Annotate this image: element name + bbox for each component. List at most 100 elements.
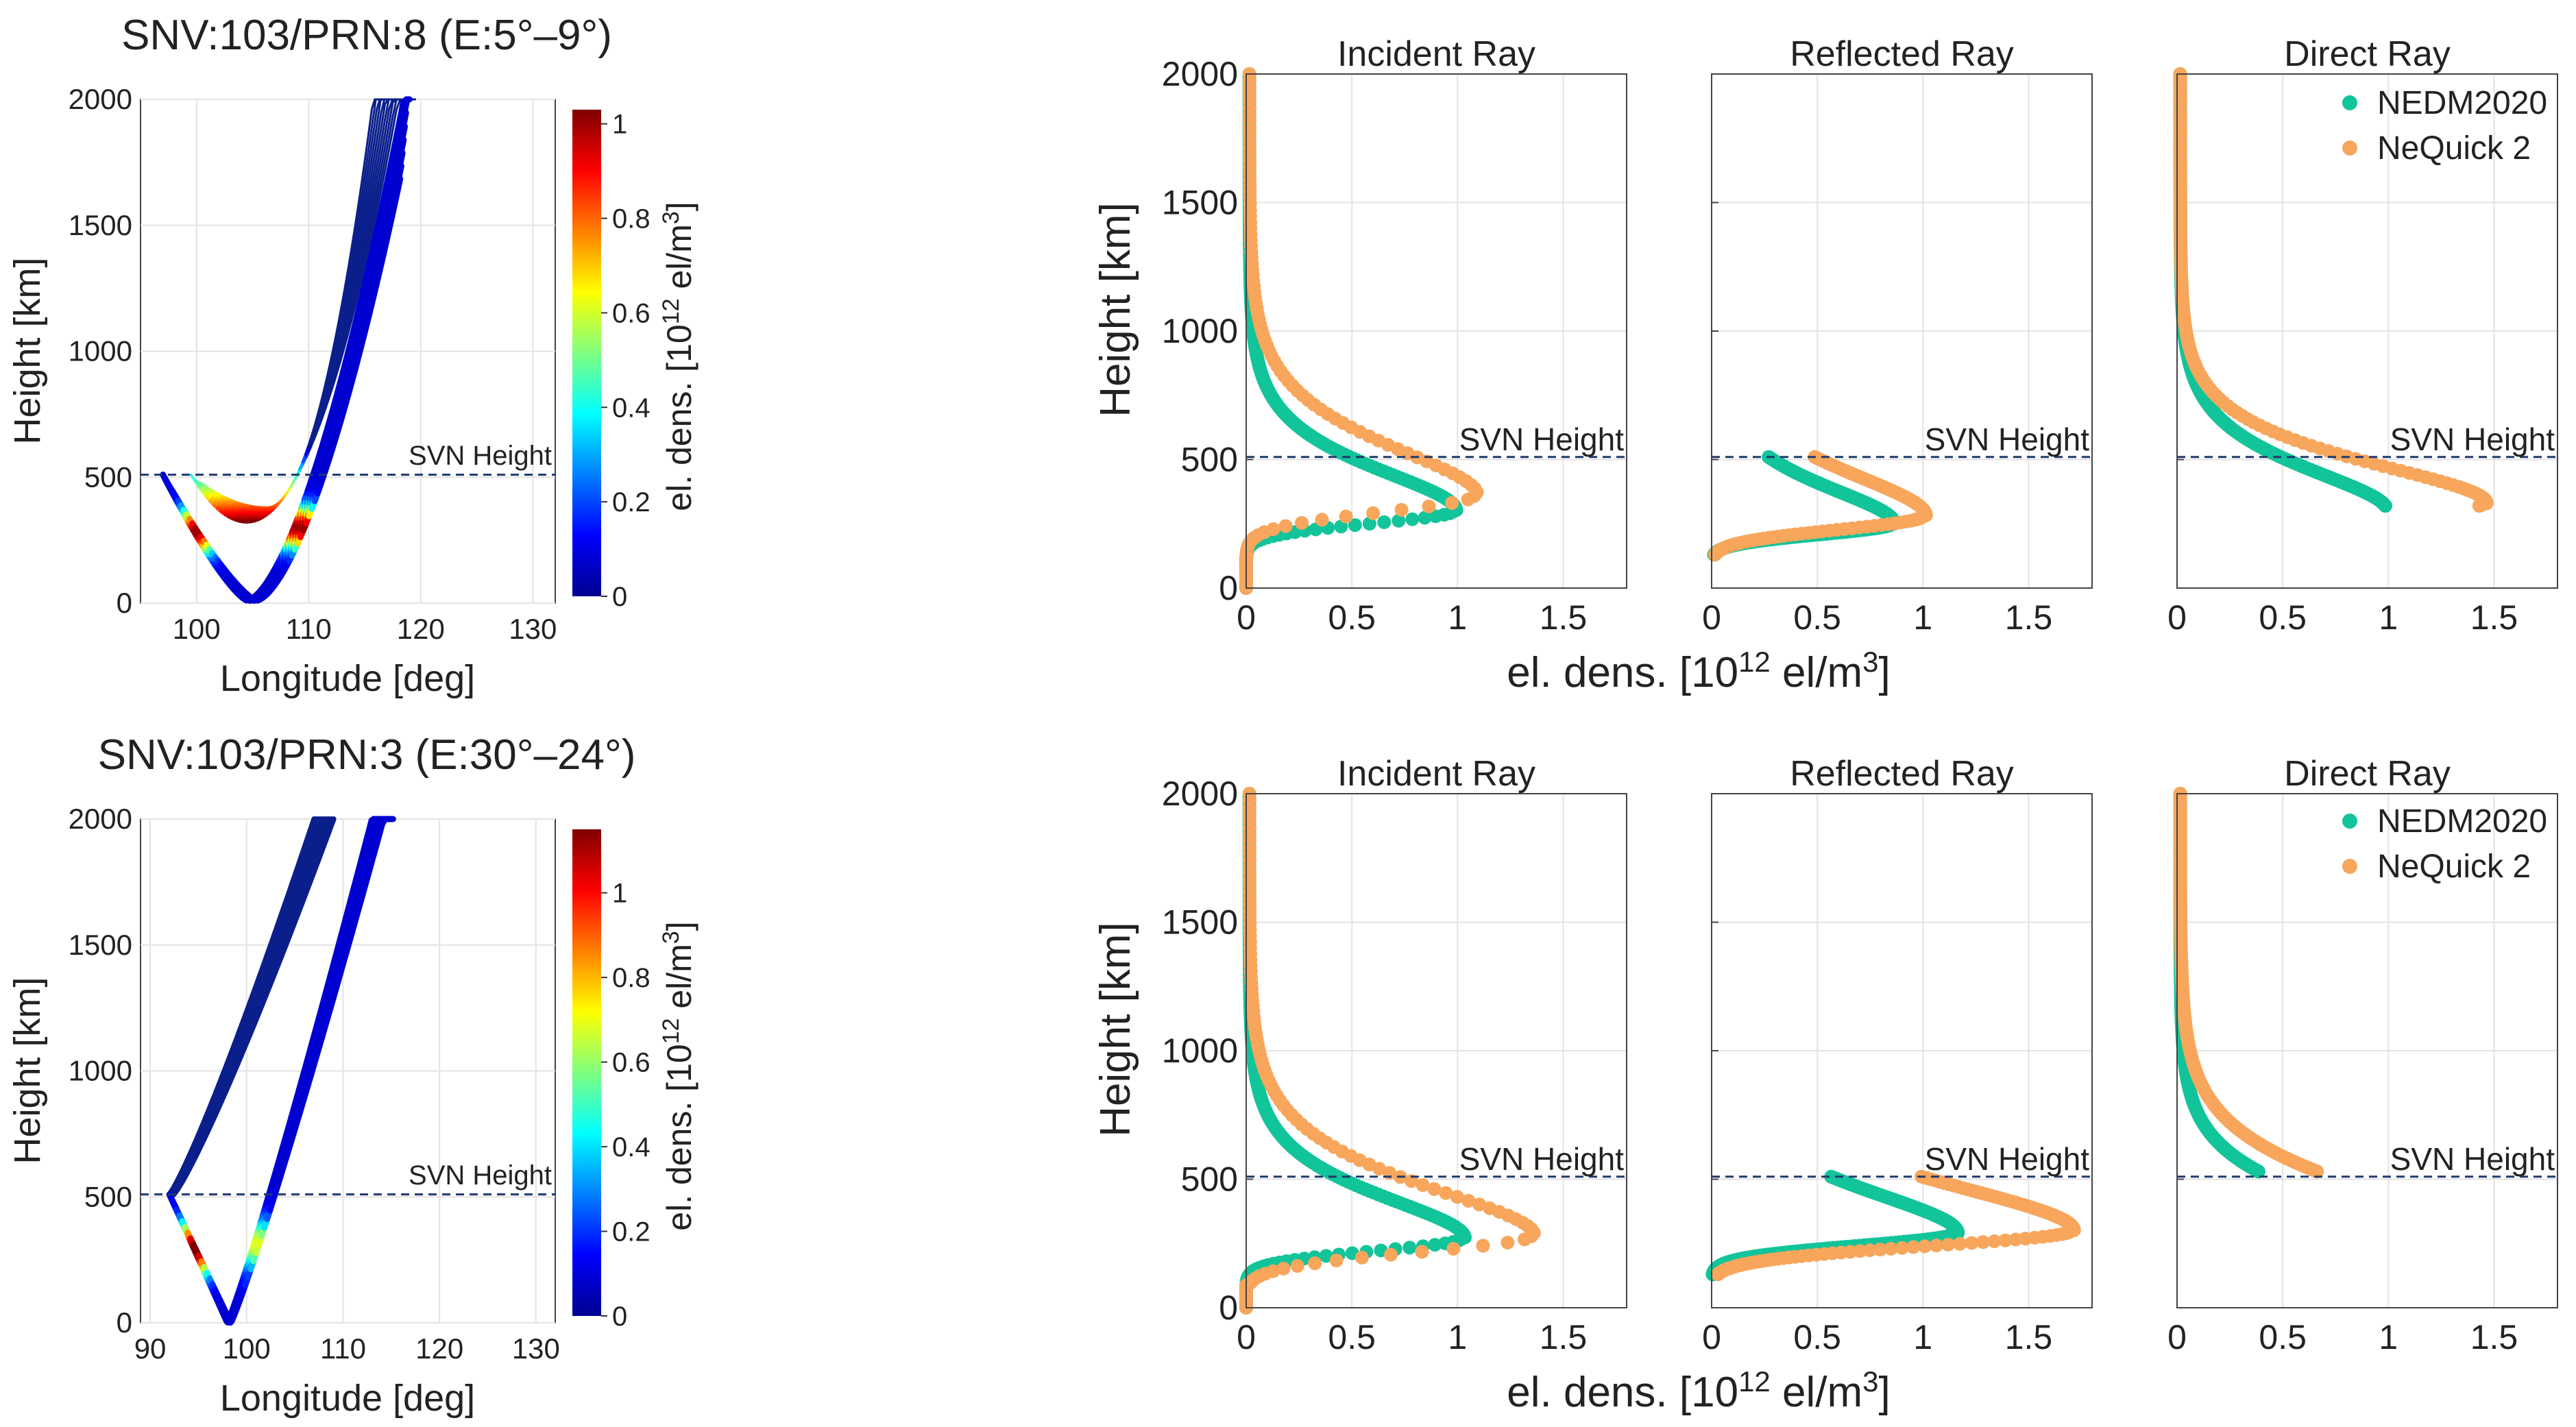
profile-point [1339, 509, 1353, 524]
cb-label-prefix: el. dens. [10 [660, 324, 698, 511]
tm-reflected-ray [344, 295, 350, 313]
profile-xtick-label: 0.5 [1793, 598, 1841, 637]
profile-ytick-label: 1000 [1162, 1032, 1238, 1070]
cb2-label-prefix: el. dens. [10 [660, 1044, 698, 1230]
tm-reflected-ray [357, 239, 363, 258]
profile-series-nequick [1708, 450, 1933, 562]
bm-ytick-label: 500 [84, 1180, 132, 1212]
bottom-map-colorbar [572, 829, 601, 1316]
bm-cb-tick-label: 1 [612, 879, 627, 909]
profile-ytick-label: 0 [1219, 1289, 1238, 1327]
tm-reflected-ray [367, 195, 373, 216]
tm-reflected-ray [361, 231, 366, 251]
bm-ytick-label: 2000 [69, 803, 132, 835]
tm-reflected-ray [313, 416, 318, 429]
tm-reflected-ray [348, 263, 354, 282]
tm-reflected-ray [347, 288, 353, 306]
profile-panel-title: Direct Ray [2284, 754, 2451, 794]
tm-reflected-ray [367, 217, 373, 238]
tm-reflected-ray [353, 210, 359, 232]
profile-point [2008, 1232, 2023, 1247]
profile-point [1476, 1239, 1490, 1253]
tm-reflected-ray [365, 240, 372, 260]
bm-direct-ray [326, 816, 337, 833]
tm-reflected-ray [372, 98, 377, 121]
top-map: SNV:103/PRN:8 (E:5°–9°) SVN Height 100 11… [7, 12, 698, 699]
profile-ytick-label: 1500 [1162, 903, 1238, 942]
tm-reflected-ray [351, 263, 356, 282]
tm-reflected-ray [344, 324, 350, 341]
tm-reflected-ray [367, 184, 373, 205]
tm-reflected-ray [350, 281, 356, 300]
tm-reflected-ray [373, 193, 380, 214]
tm-reflected-ray [354, 219, 359, 239]
tm-reflected-ray [358, 273, 364, 292]
profile-point [1266, 1264, 1280, 1278]
tm-reflected-ray [340, 327, 346, 343]
tm-reflected-ray [318, 394, 324, 408]
tm-reflected-ray [384, 98, 390, 119]
tm-reflected-ray [360, 190, 366, 212]
tm-reflected-ray [310, 426, 315, 439]
top-map-ylabel: Height [km] [7, 257, 48, 444]
tm-reflected-ray [339, 304, 344, 322]
tm-reflected-ray [340, 338, 347, 354]
tm-reflected-ray [354, 236, 360, 256]
tm-reflected-ray [344, 304, 350, 321]
tm-reflected-ray [327, 356, 332, 372]
profile-ytick-label: 2000 [1162, 55, 1238, 93]
profile-point [1266, 522, 1280, 536]
tm-reflected-ray [341, 281, 348, 300]
tm-reflected-ray [371, 98, 376, 110]
bottom-map-grid [141, 818, 555, 1324]
profile-xtick-label: 1 [2379, 1318, 2398, 1356]
profile-svn-label: SVN Height [1925, 422, 2090, 457]
tm-reflected-ray [292, 474, 298, 483]
profile-xtick-label: 0 [2167, 1318, 2187, 1356]
tm-reflected-ray [362, 246, 369, 265]
tm-reflected-ray [372, 108, 378, 132]
tm-reflected-ray [357, 219, 363, 239]
profile-point [1862, 1243, 1877, 1258]
tm-reflected-ray [370, 152, 376, 175]
profile-point [1422, 499, 1436, 513]
profile-xtick-label: 1.5 [2005, 1318, 2053, 1356]
profile-point [1354, 1250, 1369, 1265]
tm-reflected-ray [343, 312, 350, 330]
tm-reflected-ray [388, 115, 394, 138]
tm-reflected-ray [304, 445, 310, 456]
profile-xtick-label: 0 [1702, 598, 1721, 637]
tm-reflected-ray [301, 453, 306, 464]
bm-cb-tick-label: 0.2 [612, 1217, 651, 1247]
tm-reflected-ray [380, 116, 387, 139]
profile-point [1853, 1244, 1867, 1258]
tm-reflected-ray [298, 461, 304, 471]
tm-reflected-ray [352, 284, 359, 303]
profile-point [1278, 519, 1293, 533]
tm-reflected-ray [347, 319, 353, 336]
profile-plot-frame [1711, 73, 2093, 589]
profile-point [1884, 1241, 1898, 1256]
profile-panel-title: Incident Ray [1337, 754, 1535, 794]
profile-xtick-label: 1 [1448, 598, 1467, 637]
tm-reflected-ray [395, 98, 402, 111]
tm-reflected-ray [388, 101, 394, 124]
tm-reflected-ray [367, 206, 373, 227]
tm-reflected-ray [370, 188, 376, 209]
tm-reflected-ray [376, 111, 382, 135]
profile-xtick-label: 1 [1913, 598, 1932, 637]
profile-plot-frame [1246, 793, 1627, 1308]
bm-ytick-label: 1500 [69, 929, 132, 961]
profile-point [1366, 506, 1381, 520]
tm-reflected-ray [315, 406, 321, 419]
tm-reflected-ray [341, 310, 347, 328]
top-map-title: SNV:103/PRN:8 (E:5°–9°) [121, 12, 612, 59]
bm-ytick-label: 1000 [69, 1055, 132, 1087]
tm-reflected-ray [374, 156, 380, 178]
profile-point [1461, 1193, 1476, 1208]
profile-xtick-label: 0.5 [2259, 1318, 2307, 1356]
profile-point [1394, 502, 1409, 517]
